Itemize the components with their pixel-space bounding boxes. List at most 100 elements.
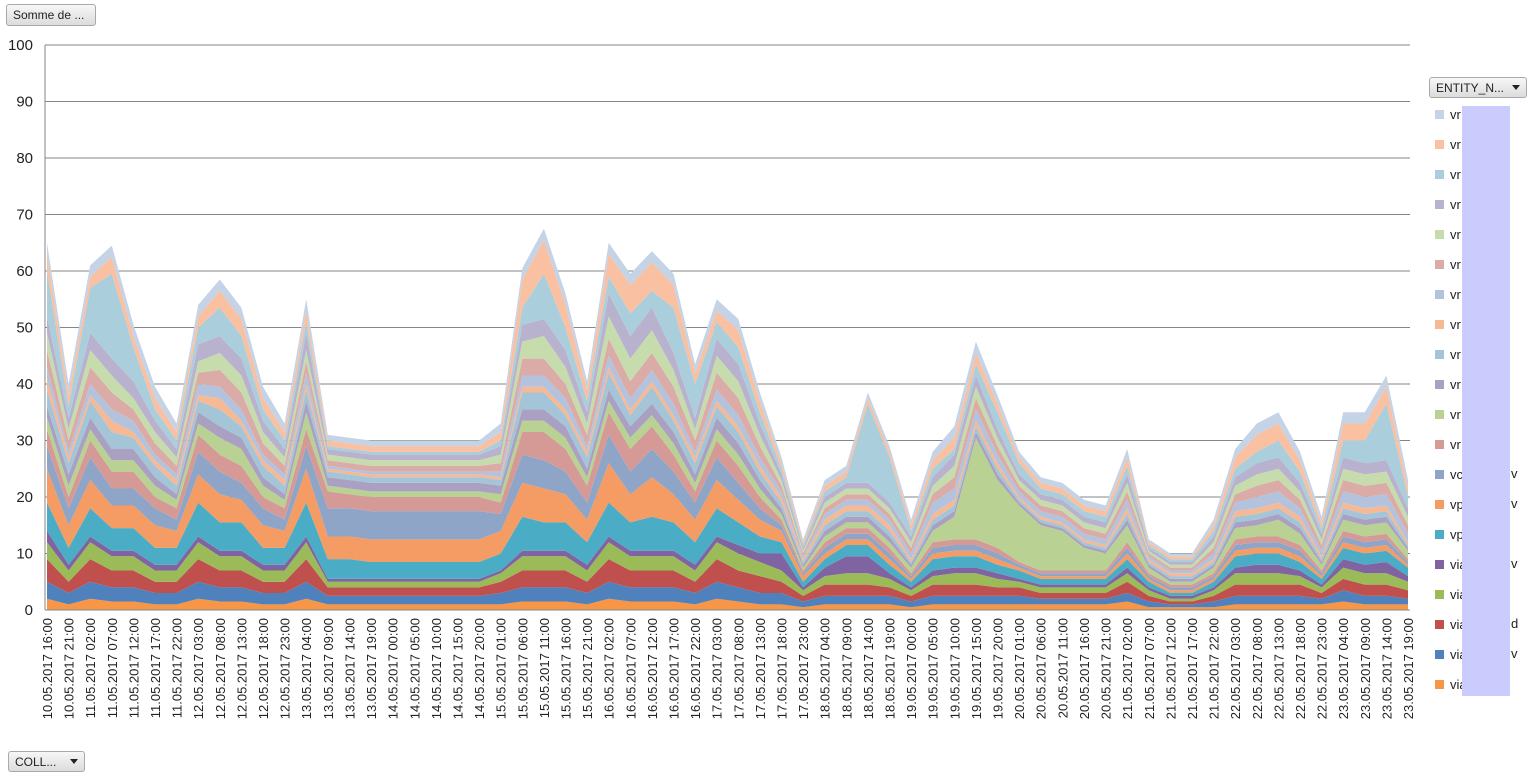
x-tick-label: 22.05.2017 13:00 (1271, 618, 1286, 719)
area-series-11 (47, 389, 1408, 582)
y-tick-label: 100 (8, 37, 33, 54)
legend-item[interactable]: vr (1435, 224, 1461, 244)
y-tick-label: 40 (16, 376, 33, 393)
x-tick-label: 18.05.2017 04:00 (818, 618, 833, 719)
legend-swatch (1435, 199, 1444, 209)
y-tick-label: 50 (16, 320, 33, 337)
values-field-label: Somme de ... (13, 8, 85, 22)
area-series-3 (47, 559, 1408, 605)
x-tick-label: 13.05.2017 09:00 (321, 618, 336, 719)
x-tick-label: 12.05.2017 13:00 (234, 618, 249, 719)
x-tick-label: 14.05.2017 10:00 (429, 618, 444, 719)
x-tick-label: 19.05.2017 05:00 (926, 618, 941, 719)
x-tick-label: 20.05.2017 16:00 (1077, 618, 1092, 719)
legend-label: vp (1450, 496, 1464, 512)
x-tick-label: 23.05.2017 19:00 (1401, 618, 1416, 719)
legend-selection-overlay (1462, 106, 1510, 696)
area-series-2 (47, 581, 1408, 608)
legend-swatch (1435, 169, 1444, 179)
legend-item[interactable]: vr (1435, 314, 1461, 334)
x-tick-label: 23.05.2017 04:00 (1336, 618, 1351, 719)
x-tick-label: 15.05.2017 16:00 (558, 618, 573, 719)
axis-field-button[interactable]: COLL... (8, 751, 85, 772)
x-tick-label: 22.05.2017 08:00 (1250, 618, 1265, 719)
x-tick-label: 21.05.2017 07:00 (1142, 618, 1157, 719)
x-tick-label: 19.05.2017 15:00 (969, 618, 984, 719)
x-tick-label: 14.05.2017 15:00 (450, 618, 465, 719)
area-series-6 (47, 502, 1408, 596)
legend-label: vr (1450, 136, 1461, 152)
legend-item[interactable]: vr (1435, 404, 1461, 424)
x-tick-label: 21.05.2017 22:00 (1207, 618, 1222, 719)
legend-item[interactable]: vr (1435, 164, 1461, 184)
x-tick-label: 18.05.2017 14:00 (861, 618, 876, 719)
y-tick-label: 30 (16, 433, 33, 450)
legend-swatch (1435, 529, 1444, 539)
legend-item[interactable]: vr (1435, 344, 1461, 364)
values-field-button[interactable]: Somme de ... (6, 4, 96, 26)
x-tick-label: 13.05.2017 14:00 (342, 618, 357, 719)
x-tick-label: 10.05.2017 21:00 (62, 618, 77, 719)
legend-item[interactable]: vp (1435, 494, 1464, 514)
legend-item[interactable]: vr (1435, 194, 1461, 214)
legend-item[interactable]: vr (1435, 434, 1461, 454)
x-tick-label: 20.05.2017 11:00 (1055, 618, 1070, 718)
legend-item[interactable]: vr (1435, 134, 1461, 154)
legend-label: vc (1450, 466, 1463, 482)
legend-swatch (1435, 499, 1444, 509)
x-tick-label: 17.05.2017 23:00 (796, 618, 811, 719)
area-series-10 (47, 400, 1408, 585)
legend-item[interactable]: vp (1435, 524, 1464, 544)
legend-item[interactable]: vr (1435, 104, 1461, 124)
legend-swatch (1435, 229, 1444, 239)
legend-item[interactable]: vc (1435, 464, 1463, 484)
y-tick-labels: 0 10 20 30 40 50 60 70 80 90 100 (8, 37, 33, 619)
x-tick-label: 12.05.2017 03:00 (191, 618, 206, 719)
x-tick-label: 20.05.2017 06:00 (1034, 618, 1049, 719)
legend-item[interactable]: vr (1435, 374, 1461, 394)
stacked-areas (47, 228, 1408, 610)
x-tick-label: 11.05.2017 07:00 (105, 618, 120, 718)
x-tick-label: 12.05.2017 23:00 (278, 618, 293, 719)
legend-label: vr (1450, 166, 1461, 182)
x-tick-label: 14.05.2017 20:00 (472, 618, 487, 719)
y-tick-label: 0 (25, 602, 33, 619)
legend-swatch (1435, 649, 1444, 659)
legend-label: vp (1450, 526, 1464, 542)
x-tick-label: 20.05.2017 01:00 (1012, 618, 1027, 719)
x-tick-label: 16.05.2017 02:00 (602, 618, 617, 719)
x-tick-labels: 10.05.2017 16:00 10.05.2017 21:00 11.05.20… (40, 618, 1416, 719)
x-tick-label: 19.05.2017 20:00 (991, 618, 1006, 719)
dropdown-arrow-icon (70, 759, 78, 764)
x-tick-label: 16.05.2017 12:00 (645, 618, 660, 719)
y-tick-label: 70 (16, 207, 33, 224)
x-tick-label: 20.05.2017 21:00 (1099, 618, 1114, 719)
y-tick-label: 20 (16, 489, 33, 506)
x-tick-label: 19.05.2017 10:00 (947, 618, 962, 719)
x-tick-label: 12.05.2017 08:00 (213, 618, 228, 719)
x-tick-label: 14.05.2017 00:00 (386, 618, 401, 719)
legend-swatch (1435, 589, 1444, 599)
legend-swatch (1435, 679, 1444, 689)
legend-swatch (1435, 409, 1444, 419)
legend-label-tail: v (1511, 556, 1518, 571)
legend-item[interactable]: vr (1435, 254, 1461, 274)
x-tick-label: 17.05.2017 18:00 (775, 618, 790, 719)
legend-swatch (1435, 319, 1444, 329)
x-tick-label: 17.05.2017 03:00 (710, 618, 725, 719)
x-tick-label: 22.05.2017 18:00 (1293, 618, 1308, 719)
legend-swatch (1435, 439, 1444, 449)
x-tick-label: 14.05.2017 05:00 (407, 618, 422, 719)
legend-item[interactable]: vr (1435, 284, 1461, 304)
legend-label-tail: v (1511, 646, 1518, 661)
legend-field-button[interactable]: ENTITY_N... (1429, 77, 1527, 98)
x-tick-label: 11.05.2017 17:00 (148, 618, 163, 718)
y-tick-label: 90 (16, 94, 33, 111)
x-tick-label: 19.05.2017 00:00 (904, 618, 919, 719)
x-tick-label: 16.05.2017 07:00 (623, 618, 638, 719)
x-tick-label: 16.05.2017 22:00 (688, 618, 703, 719)
x-tick-label: 11.05.2017 12:00 (126, 618, 141, 718)
x-tick-label: 23.05.2017 14:00 (1379, 618, 1394, 719)
x-tick-label: 22.05.2017 03:00 (1228, 618, 1243, 719)
